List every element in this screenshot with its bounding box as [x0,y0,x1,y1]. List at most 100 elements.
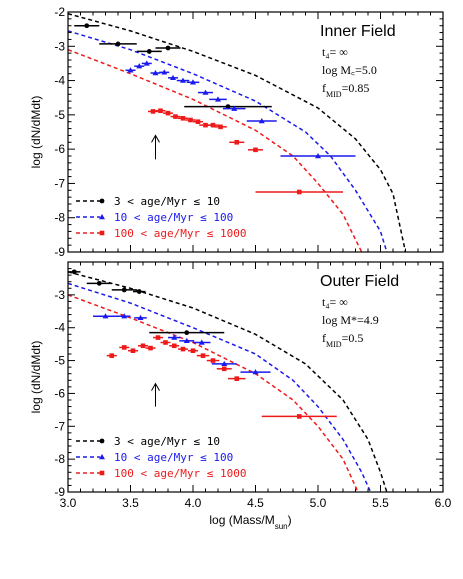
data-point [84,23,90,29]
y-tick-label: -9 [54,245,65,259]
data-point [115,41,121,47]
data-point [200,353,206,358]
data-point [121,313,128,319]
x-tick-label: 5.0 [310,496,327,510]
x-tick-label: 6.0 [435,496,452,510]
y-tick-label: -3 [54,39,65,53]
panel-top: -2 -3 -4 -5 -6 -7 -8 -9 log (dN/dMdt) Inner Field… [29,5,444,259]
x-tick-label: 3.5 [122,496,139,510]
x-tick-label: 4.5 [247,496,264,510]
x-axis-label: log (Mass/Msun) [209,513,291,531]
annotation-line: t₄= ∞ [322,295,348,309]
data-point [190,348,196,354]
annotation-line: log M꜀=5.0 [322,63,377,77]
data-point [180,115,186,121]
legend-label: 3 < age/Myr ≤ 10 [114,195,220,208]
data-point [171,334,178,340]
data-point [210,358,216,363]
y-tick-label: -9 [54,485,65,499]
data-point [188,117,193,123]
data-point [202,89,209,95]
data-point [171,343,177,349]
legend-marker [99,198,105,204]
legend-marker [99,438,105,444]
data-point [158,108,163,114]
data-point [148,345,153,351]
data-point [180,77,186,83]
arrow-head [151,382,160,391]
data-point [218,124,223,130]
data-point [165,110,171,116]
y-axis-label: log (dN/dMdt) [29,96,43,169]
model-curve-2 [68,48,363,252]
data-point [102,313,109,319]
data-point [71,269,77,275]
legend-marker [99,470,105,476]
data-point [221,366,227,372]
y-tick-label: -3 [54,288,65,302]
data-point [315,153,321,159]
model-curve-2 [68,294,359,492]
y-tick-label: -6 [54,142,65,156]
data-point [109,353,115,358]
y-tick-label: -4 [54,74,65,88]
data-point [183,337,190,344]
legend-label: 100 < age/Myr ≤ 1000 [114,227,246,240]
panel-title: Outer Field [320,273,399,290]
data-point [180,346,186,352]
data-point [137,314,144,321]
x-tick-label: 5.5 [372,496,389,510]
data-point [165,45,171,51]
y-tick-label: -8 [54,452,65,466]
data-point [225,104,231,110]
y-tick-label: -5 [54,108,65,122]
annotation-line: t₄= ∞ [322,45,348,59]
legend-marker [99,214,105,220]
data-point [296,189,302,195]
legend-marker [99,454,105,460]
data-point [121,345,127,350]
data-point [234,139,240,145]
y-tick-label: -2 [54,5,65,19]
arrow-head [151,134,160,143]
model-curve-1 [68,282,372,492]
x-tick-label: 3.0 [60,496,77,510]
y-tick-label: -6 [54,386,65,400]
legend-label: 100 < age/Myr ≤ 1000 [114,467,246,480]
data-point [143,60,150,66]
data-point [170,74,176,81]
data-point [152,70,159,76]
data-point [150,109,156,114]
data-point [127,67,134,73]
data-point [96,280,102,286]
data-point [203,122,208,128]
data-point [215,96,221,102]
y-tick-label: -7 [54,176,65,190]
legend-label: 3 < age/Myr ≤ 10 [114,435,220,448]
data-point [146,49,152,54]
legend-label: 10 < age/Myr ≤ 100 [114,451,233,464]
data-point [140,343,146,349]
data-point [136,289,142,294]
data-point [163,340,168,345]
legend-marker [99,230,105,236]
data-point [195,119,201,125]
y-axis-label: log (dN/dMdt) [29,341,43,414]
panel-bottom: -3 -4 -5 -6 -7 -8 -93.0 3.5 4.0 4.5 5.0 5.5 6.0 log (… [29,261,452,531]
annotation-line: log M*=4.9 [322,313,379,327]
model-curve-1 [68,30,388,252]
y-tick-label: -7 [54,419,65,433]
data-point [231,105,238,111]
data-point [252,369,259,375]
annotation-line: fMID=0.85 [322,81,369,99]
data-point [190,79,196,85]
data-point [296,414,302,419]
data-point [173,114,178,119]
data-point [198,339,205,345]
model-curve-0 [68,271,388,492]
data-point [130,348,136,354]
data-point [210,122,216,128]
y-tick-label: -5 [54,354,65,368]
data-point [253,147,258,153]
